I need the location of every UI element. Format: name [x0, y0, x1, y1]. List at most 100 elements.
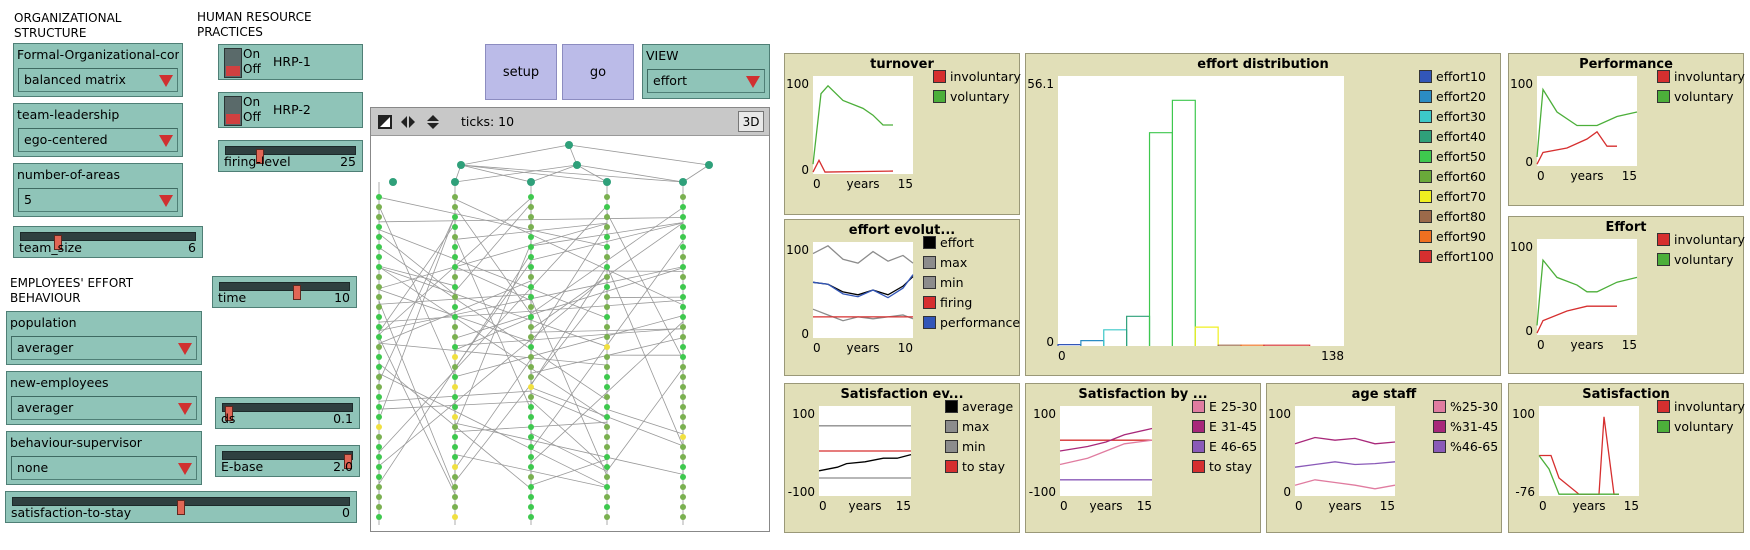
legend-swatch: [933, 89, 946, 103]
legend-swatch: [1657, 252, 1670, 266]
slider-track[interactable]: [222, 403, 353, 421]
chooser-value[interactable]: none: [11, 456, 197, 480]
plot-line: [1294, 461, 1396, 468]
pan-vertical-icon: [427, 115, 439, 121]
slider-knob[interactable]: [256, 149, 264, 164]
legend-item: voluntary: [1657, 86, 1745, 106]
legend-label: %46-65: [1450, 438, 1499, 454]
legend-label: voluntary: [1674, 88, 1734, 104]
plot-canvas: 100 00 years 15: [1510, 239, 1638, 352]
legend-label: to stay: [962, 458, 1005, 474]
chooser-label: team-leadership: [17, 107, 120, 122]
chooser-value[interactable]: balanced matrix: [18, 68, 178, 92]
slider-track[interactable]: [219, 282, 350, 300]
toggle-handle[interactable]: [224, 96, 242, 126]
plot-canvas: 100 00 years 15: [1510, 76, 1638, 183]
legend-swatch: [1419, 189, 1432, 203]
legend-label: firing: [940, 294, 973, 310]
slider-knob[interactable]: [177, 500, 185, 515]
switch-label: HRP-2: [273, 102, 311, 117]
slider-track[interactable]: [222, 451, 353, 469]
slider-satisfaction-to-stay[interactable]: satisfaction-to-stay 0: [5, 491, 357, 523]
legend-swatch: [923, 315, 936, 329]
chooser-population[interactable]: population averager: [6, 311, 202, 365]
slider-label: firing-level: [224, 154, 291, 169]
slider-track[interactable]: [20, 232, 196, 250]
3d-view-button[interactable]: 3D: [738, 111, 764, 132]
world-view[interactable]: ticks: 10 3D: [370, 107, 770, 532]
legend-swatch: [1419, 129, 1432, 143]
chooser-formal-org-config[interactable]: Formal-Organizational-confi... balanced …: [13, 43, 183, 97]
x-axis-label: years: [1572, 499, 1605, 513]
slider-ds[interactable]: ds 0.1: [215, 397, 360, 429]
legend-item: effort90: [1419, 226, 1494, 246]
legend-swatch: [1419, 169, 1432, 183]
slider-knob[interactable]: [344, 454, 352, 469]
y-min-label: -76: [1515, 485, 1535, 499]
ticks-counter: ticks: 10: [461, 114, 515, 129]
slider-track[interactable]: [12, 497, 350, 515]
plot-canvas: 100 -100 0 years 15: [788, 406, 912, 513]
plot-line: [812, 245, 914, 264]
legend-swatch: [1419, 209, 1432, 223]
slider-knob[interactable]: [225, 406, 233, 421]
slider-value: 25: [340, 154, 356, 169]
legend-item: effort10: [1419, 66, 1494, 86]
slider-e-base[interactable]: E-base 2.0: [215, 445, 360, 477]
slider-label: satisfaction-to-stay: [11, 505, 132, 520]
switch-hrp-1[interactable]: On Off HRP-1: [218, 44, 363, 80]
slider-track[interactable]: [225, 146, 356, 164]
world-canvas: [376, 141, 713, 525]
slider-value: 0: [342, 505, 350, 520]
world-toolbar: ticks: 10 3D: [371, 108, 769, 136]
plot-line: [1294, 436, 1396, 445]
plot-turnover: turnover 100 0 0 years 15 involuntary voluntary: [784, 53, 1021, 215]
chooser-value[interactable]: 5: [18, 188, 178, 212]
toggle-handle[interactable]: [224, 48, 242, 78]
legend-label: average: [962, 398, 1014, 414]
plot-line: [1294, 479, 1396, 490]
chooser-value[interactable]: averager: [11, 396, 197, 420]
chooser-number-of-areas[interactable]: number-of-areas 5: [13, 163, 183, 217]
legend-item: min: [945, 436, 1013, 456]
chooser-team-leadership[interactable]: team-leadership ego-centered: [13, 103, 183, 157]
chooser-value[interactable]: effort: [647, 69, 765, 93]
plot-line: [1536, 87, 1638, 158]
legend-swatch: [1192, 419, 1205, 433]
dropdown-arrow-icon: [159, 75, 173, 87]
setup-button[interactable]: setup: [485, 44, 557, 100]
x-axis-label: years: [1570, 338, 1603, 352]
slider-time[interactable]: time 10: [212, 276, 357, 308]
slider-firing-level[interactable]: firing-level 25: [218, 140, 363, 172]
plot-legend: effort max min firing performance: [923, 232, 1020, 332]
slider-value: 10: [334, 290, 350, 305]
chooser-value[interactable]: ego-centered: [18, 128, 178, 152]
legend-label: effort60: [1436, 168, 1486, 184]
chooser-behaviour-supervisor[interactable]: behaviour-supervisor none: [6, 431, 202, 485]
legend-item: to stay: [945, 456, 1013, 476]
chooser-label: VIEW: [646, 48, 679, 63]
legend-label: involuntary: [950, 68, 1021, 84]
chooser-view[interactable]: VIEW effort: [642, 44, 770, 99]
x-axis-label: years: [1089, 499, 1122, 513]
legend-label: effort100: [1436, 248, 1494, 264]
go-button[interactable]: go: [562, 44, 634, 100]
plot-effort-distribution: effort distribution 56.1 0 0 138 effort10 effo…: [1025, 53, 1501, 376]
chooser-label: Formal-Organizational-confi...: [17, 47, 179, 62]
slider-team-size[interactable]: team_size 6: [13, 226, 203, 258]
dropdown-arrow-icon: [178, 403, 192, 415]
plot-line: [1536, 305, 1617, 334]
slider-knob[interactable]: [54, 235, 62, 250]
switch-hrp-2[interactable]: On Off HRP-2: [218, 92, 363, 128]
switch-on-label: On: [243, 95, 261, 109]
legend-swatch: [1657, 399, 1670, 413]
chooser-value[interactable]: averager: [11, 336, 197, 360]
plot-legend: effort10 effort20 effort30 effort40 effort50…: [1419, 66, 1494, 266]
plot-line: [812, 158, 894, 173]
slider-knob[interactable]: [293, 285, 301, 300]
view-control-icons[interactable]: [377, 114, 445, 130]
plot-legend: involuntary voluntary: [1657, 396, 1745, 436]
legend-label: voluntary: [950, 88, 1010, 104]
chooser-new-employees[interactable]: new-employees averager: [6, 371, 202, 425]
legend-item: firing: [923, 292, 1020, 312]
